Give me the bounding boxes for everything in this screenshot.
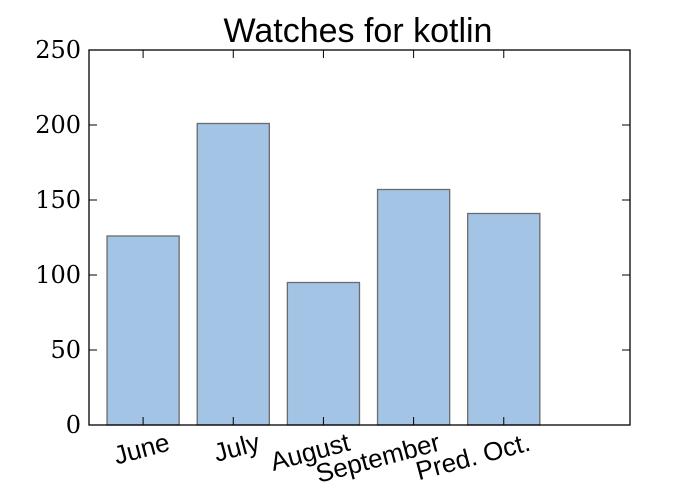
ytick-label: 250: [35, 36, 81, 64]
bars-group: [106, 122, 541, 426]
chart-title: Watches for kotlin: [224, 12, 493, 50]
plot-frame: [88, 49, 631, 426]
ytick-label: 0: [66, 411, 81, 439]
bar-august: [286, 281, 361, 426]
ytick-label: 50: [50, 336, 81, 364]
ytick-label: 100: [35, 261, 81, 289]
y-axis: 0 50 100 150 200 250: [35, 36, 630, 439]
bar-july: [196, 122, 270, 426]
bar-september: [376, 188, 451, 426]
ytick-label: 150: [35, 186, 81, 214]
xtick-label: June: [110, 427, 172, 471]
xtick-label: July: [210, 427, 262, 468]
ytick-label: 200: [35, 111, 81, 139]
bar-june: [106, 235, 180, 426]
bar-pred-oct: [467, 212, 541, 426]
